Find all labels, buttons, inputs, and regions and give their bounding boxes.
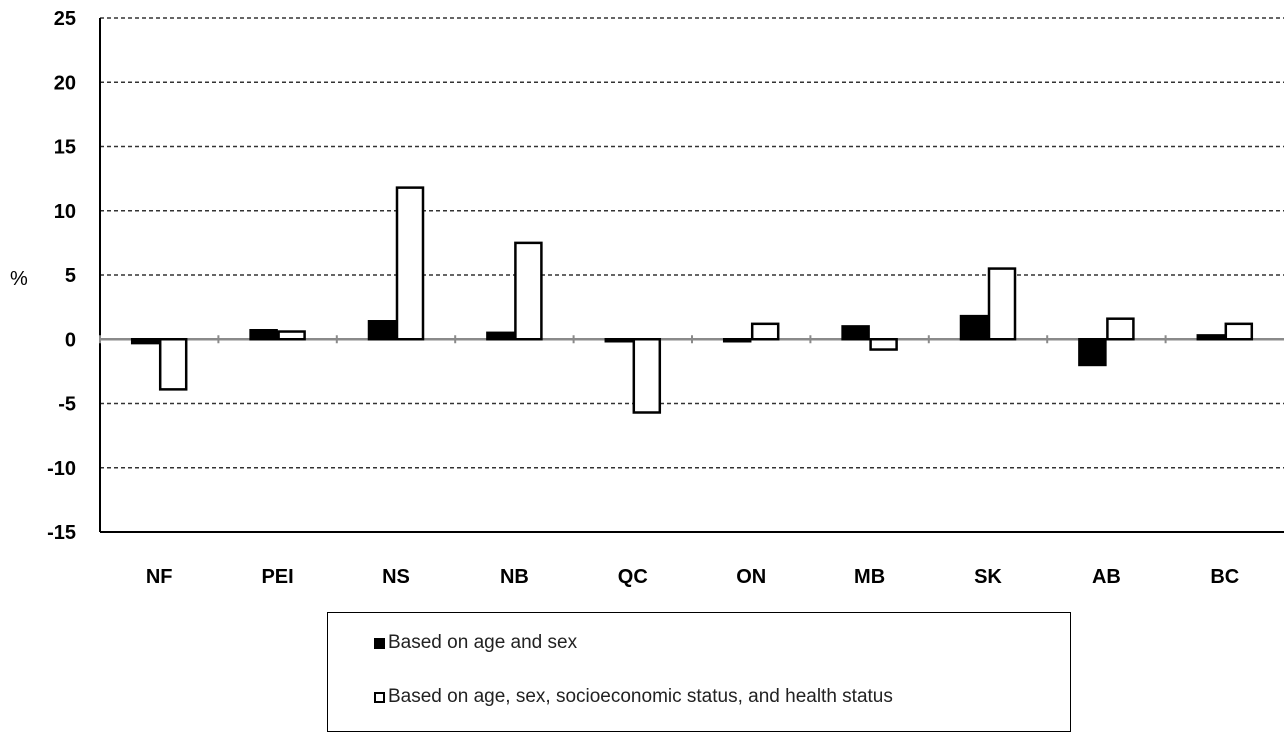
bar-on-series-1 (722, 338, 752, 343)
x-tick-label: NS (382, 566, 410, 588)
bar-bc-series-2 (1224, 322, 1254, 341)
x-tick-label: PEI (261, 566, 293, 588)
x-tick-label: NB (500, 566, 529, 588)
x-tick-label: ON (736, 566, 766, 588)
x-tick-label: NF (146, 566, 173, 588)
bar-nf-series-2 (158, 338, 188, 391)
bar-nb-series-2 (514, 241, 543, 341)
x-tick-label: QC (618, 566, 648, 588)
bar-on-series-2 (750, 322, 780, 341)
y-tick-label: 25 (54, 8, 76, 30)
bars (130, 186, 1254, 414)
x-tick-label: MB (854, 566, 885, 588)
chart: 25 20 15 10 5 0 -5 -10 -15% NF PEI NS NB QC ON MB SK AB BC (10, 8, 1284, 588)
bar-ns-series-2 (395, 186, 425, 341)
y-tick-label: 5 (65, 265, 76, 287)
legend: Based on age and sex Based on age, sex, … (327, 612, 1071, 732)
bar-bc-series-1 (1196, 334, 1226, 341)
y-tick-label: -10 (47, 458, 76, 480)
legend-label-age-sex: Based on age and sex (388, 632, 578, 653)
legend-item-full-model: Based on age, sex, socioeconomic status,… (374, 686, 893, 708)
legend-item-age-sex: Based on age and sex (374, 632, 577, 654)
bar-sk-series-1 (959, 314, 989, 341)
gridlines (100, 17, 1284, 469)
bar-mb-series-1 (841, 325, 870, 341)
bar-pei-series-1 (249, 329, 278, 341)
y-tick-label: 10 (54, 201, 76, 223)
legend-swatch-black (374, 637, 385, 649)
y-tick-label: 0 (65, 329, 76, 351)
x-tick-label: SK (974, 566, 1002, 588)
y-tick-label: -5 (58, 394, 76, 416)
bar-ab-series-1 (1078, 338, 1107, 367)
bar-nf-series-1 (130, 338, 160, 345)
bar-pei-series-2 (277, 330, 306, 341)
bar-qc-series-2 (632, 338, 662, 414)
legend-swatch-white (374, 691, 385, 703)
bar-ns-series-1 (367, 320, 397, 341)
bar-nb-series-1 (486, 331, 515, 341)
axis-labels: 25 20 15 10 5 0 -5 -10 -15% NF PEI NS NB QC ON MB SK AB BC (10, 8, 1239, 588)
bar-ab-series-2 (1106, 317, 1135, 341)
legend-label-full-model: Based on age, sex, socioeconomic status,… (388, 686, 893, 707)
bar-qc-series-1 (604, 338, 634, 343)
x-tick-label: AB (1092, 566, 1121, 588)
y-tick-label: 15 (54, 137, 76, 159)
y-axis-label: % (10, 268, 28, 290)
y-tick-label: -15 (47, 522, 76, 544)
y-tick-label: 20 (54, 72, 76, 94)
x-tick-label: BC (1210, 566, 1239, 588)
bar-sk-series-2 (987, 267, 1017, 341)
bar-mb-series-2 (869, 338, 898, 351)
